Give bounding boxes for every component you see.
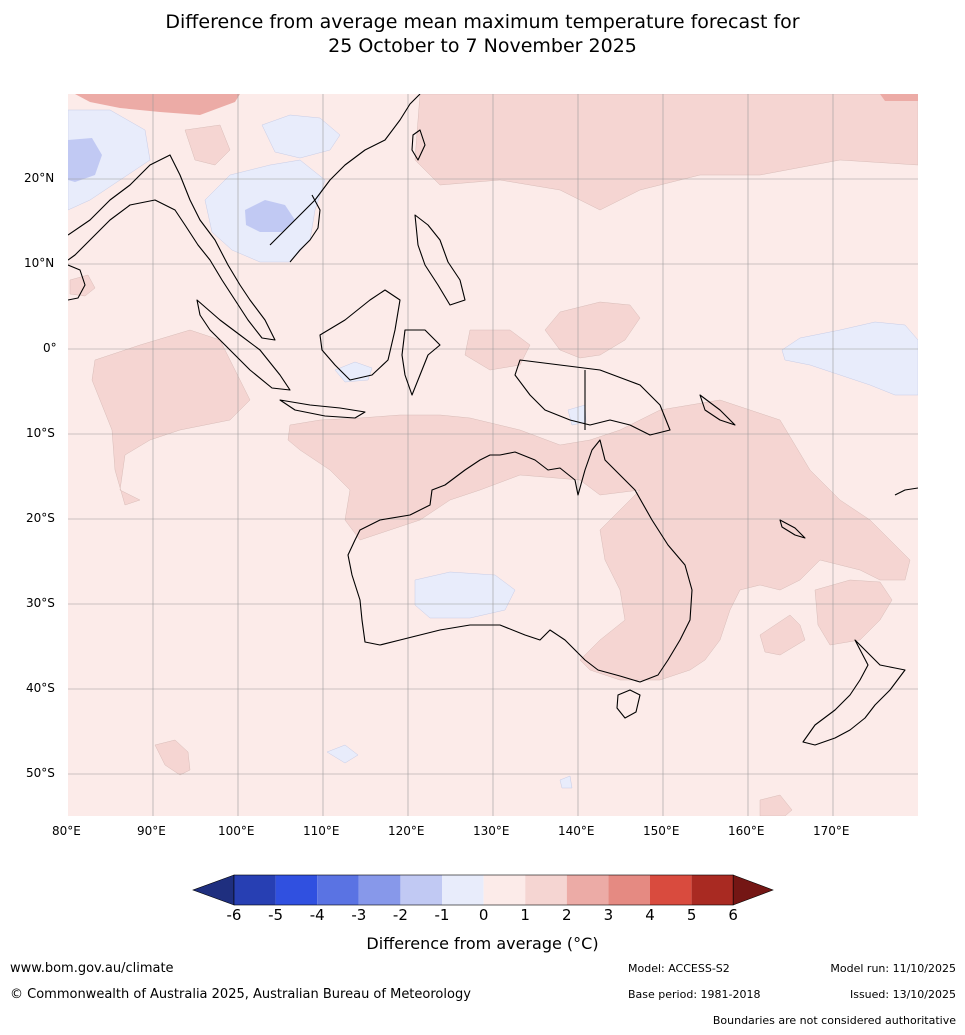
china-coast — [269, 94, 421, 246]
anomaly-1-to-2-regions — [69, 94, 918, 816]
colorbar-bin--6-to--5 — [234, 875, 276, 905]
lat-label-50s: 50°S — [26, 766, 55, 780]
south-india-coast — [68, 264, 86, 301]
colorbar-tick-0: 0 — [478, 906, 489, 924]
solomon-islands-coast — [699, 394, 736, 426]
lon-label-150e: 150°E — [643, 824, 680, 838]
footer-disclaimer: Boundaries are not considered authoritat… — [712, 1014, 956, 1027]
new-zealand-coast — [802, 639, 906, 746]
lat-label-20n: 20°N — [24, 171, 55, 185]
colorbar-bin-3-to-4 — [608, 875, 650, 905]
coastlines — [68, 94, 918, 746]
colorbar-tick-6: 6 — [728, 906, 738, 924]
asia-mainland-coast — [68, 154, 276, 341]
colorbar-bin-4-to-5 — [650, 875, 692, 905]
colorbar-tick-3: 3 — [603, 906, 614, 924]
anomaly-minus1-to-0-regions — [68, 109, 918, 789]
java-coast — [279, 399, 366, 419]
lat-label-40s: 40°S — [26, 681, 55, 695]
lon-label-100e: 100°E — [218, 824, 255, 838]
lon-label-160e: 160°E — [728, 824, 765, 838]
fiji-coast — [894, 487, 918, 496]
colorbar — [192, 874, 774, 906]
lon-label-120e: 120°E — [388, 824, 425, 838]
vietnam-coast — [289, 194, 321, 263]
lat-label-10n: 10°N — [24, 256, 55, 270]
footer-base-period: Base period: 1981-2018 — [628, 988, 761, 1001]
colorbar-tick--2: -2 — [392, 906, 408, 924]
lon-label-90e: 90°E — [137, 824, 166, 838]
anomaly-minus2-to-minus1-regions — [68, 138, 295, 232]
lat-label-10s: 10°S — [26, 426, 55, 440]
borneo-coast — [319, 289, 401, 381]
colorbar-tick-2: 2 — [562, 906, 572, 924]
colorbar-bin-2-to-3 — [566, 875, 609, 905]
colorbar-tick--4: -4 — [309, 906, 325, 924]
colorbar-tick-5: 5 — [686, 906, 697, 924]
new-caledonia-coast — [779, 519, 806, 539]
colorbar-extend-high — [732, 874, 774, 906]
colorbar-tick--6: -6 — [226, 906, 242, 924]
lon-label-170e: 170°E — [813, 824, 850, 838]
sulawesi-coast — [401, 329, 441, 396]
colorbar-tick-4: 4 — [645, 906, 655, 924]
colorbar-bin--3-to--2 — [358, 875, 401, 905]
anomaly-2-to-3-regions — [75, 94, 918, 115]
colorbar-title: Difference from average (°C) — [366, 934, 599, 953]
colorbar-tick--5: -5 — [268, 906, 284, 924]
graticule — [68, 94, 918, 816]
footer-url[interactable]: www.bom.gov.au/climate — [10, 961, 174, 976]
lat-label-20s: 20°S — [26, 511, 55, 525]
tasmania-coast — [616, 689, 641, 719]
lat-label-0: 0° — [43, 341, 57, 355]
colorbar-bin--2-to--1 — [400, 875, 442, 905]
sumatra-coast — [196, 299, 291, 391]
philippines-coast — [414, 214, 466, 306]
new-guinea-coast — [514, 359, 671, 436]
colorbar-bin--1-to-0 — [442, 875, 484, 905]
colorbar-bin-0-to-1 — [483, 875, 526, 905]
colorbar-bin--5-to--4 — [275, 875, 318, 905]
title-line-1: Difference from average mean maximum tem… — [165, 11, 800, 33]
colorbar-frame — [233, 874, 734, 906]
lon-label-80e: 80°E — [52, 824, 81, 838]
footer-issued: Issued: 13/10/2025 — [849, 988, 956, 1001]
footer-model-run: Model run: 11/10/2025 — [830, 962, 956, 975]
lon-label-140e: 140°E — [558, 824, 595, 838]
map-title: Difference from average mean maximum tem… — [0, 10, 965, 58]
lat-label-30s: 30°S — [26, 596, 55, 610]
title-line-2: 25 October to 7 November 2025 — [328, 35, 637, 57]
colorbar-bin-5-to-6 — [691, 875, 734, 905]
lon-label-110e: 110°E — [303, 824, 340, 838]
australia-coast — [347, 439, 693, 683]
colorbar-tick--3: -3 — [351, 906, 367, 924]
colorbar-tick--1: -1 — [434, 906, 450, 924]
footer-copyright: © Commonwealth of Australia 2025, Austra… — [10, 987, 471, 1002]
taiwan-coast — [411, 129, 426, 161]
colorbar-extend-low — [192, 874, 235, 906]
footer-model: Model: ACCESS-S2 — [628, 962, 730, 975]
colorbar-bin-1-to-2 — [525, 875, 567, 905]
lon-label-130e: 130°E — [473, 824, 510, 838]
colorbar-bin--4-to--3 — [317, 875, 359, 905]
colorbar-tick-1: 1 — [520, 906, 530, 924]
